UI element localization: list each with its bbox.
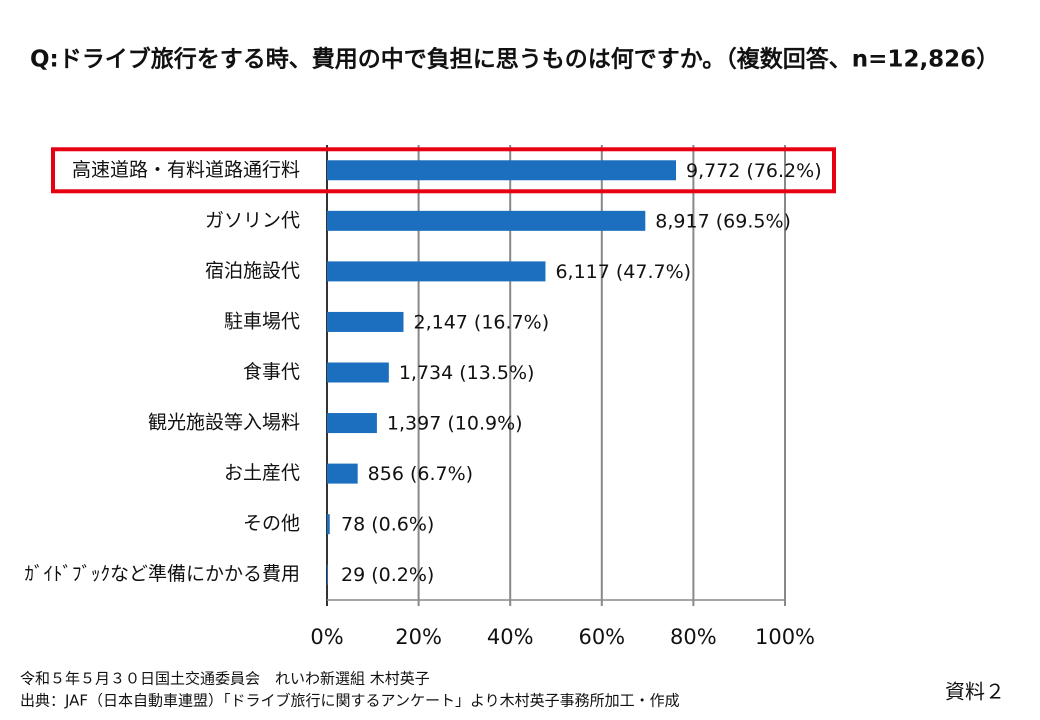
value-label: 78 (0.6%) (341, 514, 434, 536)
bar (327, 413, 377, 434)
x-tick-label: 0% (310, 625, 343, 649)
x-tick-label: 80% (670, 625, 717, 649)
doc-label: 資料２ (945, 680, 1005, 704)
value-label: 9,772 (76.2%) (686, 160, 822, 182)
value-label: 1,397 (10.9%) (387, 413, 523, 435)
y-tick-label: ガソリン代 (205, 209, 300, 231)
value-label: 2,147 (16.7%) (413, 311, 549, 333)
y-tick-label: 駐車場代 (224, 310, 300, 332)
bar (327, 362, 389, 383)
y-tick-label: 観光施設等入場料 (148, 412, 300, 434)
bar (327, 463, 358, 484)
bar (327, 514, 330, 535)
bar (327, 564, 328, 585)
highlight-box (51, 147, 836, 194)
x-tick-label: 40% (487, 625, 534, 649)
y-tick-label: 食事代 (243, 361, 300, 383)
x-tick-label: 60% (578, 625, 625, 649)
x-tick-label: 20% (395, 625, 442, 649)
bar (327, 160, 676, 181)
y-tick-label: ｶﾞｲﾄﾞﾌﾞｯｸなど準備にかかる費用 (24, 563, 300, 585)
y-tick-label: その他 (243, 513, 300, 535)
bar (327, 261, 546, 282)
value-label: 8,917 (69.5%) (655, 210, 791, 232)
y-tick-label: 宿泊施設代 (205, 260, 300, 282)
footer-line: 出典：JAF（日本自動車連盟）「ドライブ旅行に関するアンケート」より木村英子事務… (20, 692, 680, 710)
bar (327, 311, 404, 332)
value-label: 29 (0.2%) (341, 564, 434, 586)
bar (327, 210, 646, 231)
y-tick-label: 高速道路・有料道路通行料 (72, 159, 300, 181)
value-label: 856 (6.7%) (368, 463, 473, 485)
chart-title: Q:ドライブ旅行をする時、費用の中で負担に思うものは何ですか。（複数回答、n=1… (30, 46, 999, 73)
x-tick-label: 100% (755, 625, 815, 649)
value-label: 6,117 (47.7%) (555, 261, 691, 283)
value-label: 1,734 (13.5%) (399, 362, 535, 384)
y-tick-label: お土産代 (224, 462, 300, 484)
footer-line: 令和５年５月３０日国土交通委員会 れいわ新選組 木村英子 (20, 670, 430, 688)
